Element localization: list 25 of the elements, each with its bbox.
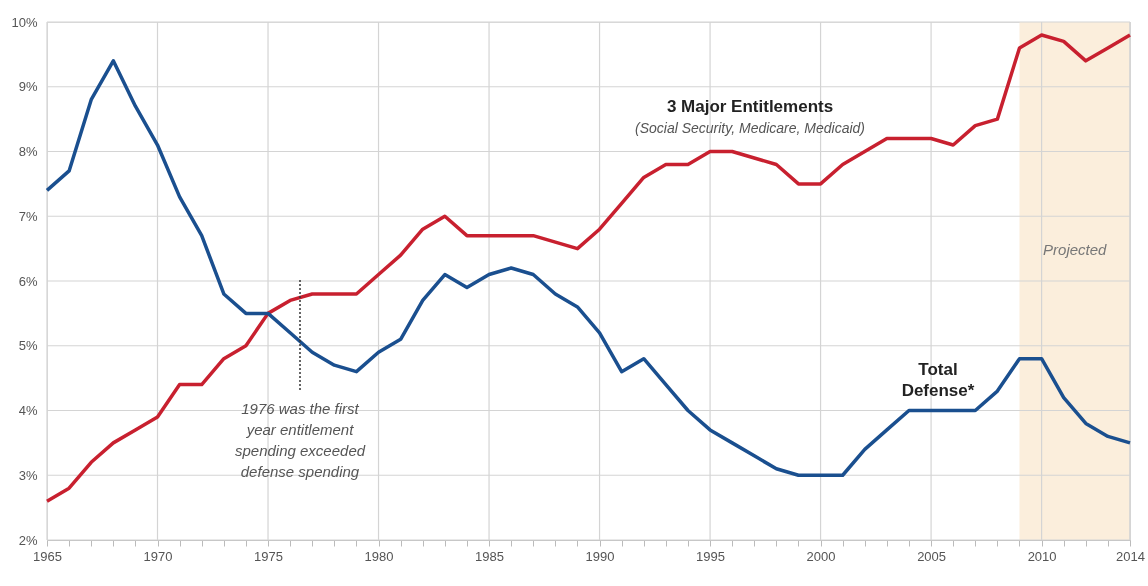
x-tick-label: 2014 (1116, 548, 1145, 564)
series-label: Total Defense* (901, 360, 975, 400)
x-tick-label: 1995 (696, 548, 726, 564)
x-tick-label: 1980 (364, 548, 394, 564)
y-tick-label: 8% (18, 144, 38, 159)
y-tick-label: 4% (18, 403, 38, 418)
annotation: (Social Security, Medicare, Medicaid) (634, 120, 866, 136)
y-tick-label: 10% (11, 14, 38, 30)
x-tick-label: 2010 (1027, 548, 1057, 564)
band-label: Projected (1043, 241, 1108, 258)
y-tick-label: 9% (18, 79, 38, 95)
y-tick-label: 6% (18, 273, 38, 289)
x-tick-label: 1985 (475, 548, 504, 564)
x-tick-label: 1990 (585, 548, 615, 564)
annotation: 1976 was the first year entitlement spending exceeded defense spending (234, 400, 366, 480)
x-tick-label: 1970 (143, 548, 173, 564)
y-tick-label: 7% (18, 208, 38, 224)
x-tick-label: 2000 (806, 548, 836, 564)
x-tick-label: 1965 (33, 548, 62, 564)
y-tick-label: 3% (18, 467, 38, 483)
x-tick-label: 1975 (254, 548, 283, 564)
y-tick-label: 2% (18, 532, 38, 548)
x-tick-label: 2005 (917, 548, 947, 564)
y-tick-label: 5% (18, 338, 38, 354)
text: 3 Major Entitlements (666, 97, 834, 116)
